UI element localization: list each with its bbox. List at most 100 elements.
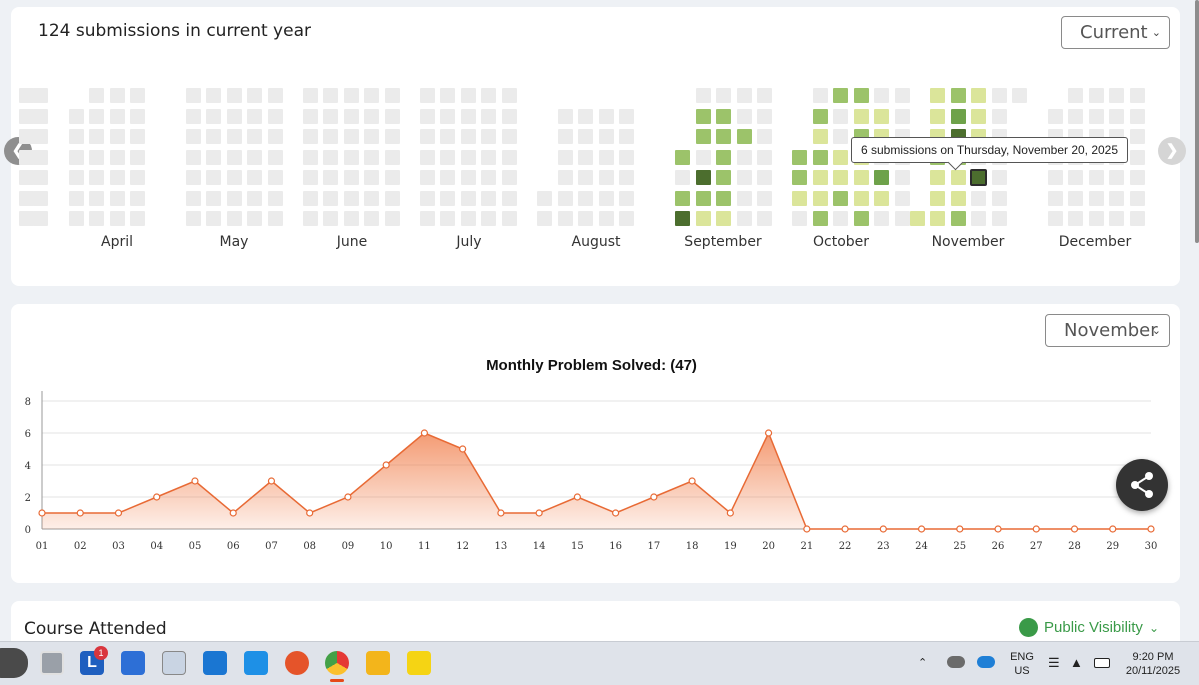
heatmap-cell[interactable]	[33, 190, 48, 206]
heatmap-cell[interactable]	[19, 170, 34, 185]
heatmap-cell[interactable]	[385, 149, 400, 165]
heatmap-cell[interactable]	[1089, 108, 1104, 124]
heatmap-cell[interactable]	[874, 170, 889, 185]
heatmap-cell[interactable]	[833, 88, 848, 103]
heatmap-cell[interactable]	[1109, 190, 1124, 206]
heatmap-cell[interactable]	[323, 88, 338, 103]
heatmap-cell[interactable]	[716, 108, 731, 124]
heatmap-cell[interactable]	[481, 88, 496, 103]
heatmap-cell[interactable]	[1068, 190, 1083, 206]
heatmap-cell[interactable]	[206, 211, 221, 226]
chevron-up-icon[interactable]: ⌃	[918, 657, 928, 669]
heatmap-cell[interactable]	[385, 108, 400, 124]
heatmap-cell[interactable]	[247, 129, 262, 144]
heatmap-cell[interactable]	[323, 170, 338, 185]
heatmap-cell[interactable]	[910, 211, 925, 226]
heatmap-cell[interactable]	[737, 108, 752, 124]
heatmap-cell[interactable]	[227, 88, 242, 103]
heatmap-cell[interactable]	[481, 190, 496, 206]
heatmap-cell[interactable]	[206, 108, 221, 124]
heatmap-cell[interactable]	[268, 190, 283, 206]
heatmap-cell[interactable]	[833, 129, 848, 144]
heatmap-cell[interactable]	[268, 108, 283, 124]
snipping-tool-icon[interactable]	[162, 651, 186, 675]
heatmap-cell[interactable]	[227, 108, 242, 124]
heatmap-cell[interactable]	[186, 129, 201, 144]
heatmap-cell[interactable]	[578, 190, 593, 206]
heatmap-cell[interactable]	[1089, 88, 1104, 103]
heatmap-cell[interactable]	[874, 108, 889, 124]
heatmap-cell[interactable]	[420, 108, 435, 124]
heatmap-cell[interactable]	[502, 211, 517, 226]
heatmap-cell[interactable]	[303, 108, 318, 124]
clock[interactable]: 9:20 PM 20/11/2025	[1120, 650, 1186, 678]
heatmap-cell[interactable]	[619, 108, 634, 124]
heatmap-cell[interactable]	[227, 211, 242, 226]
heatmap-cell[interactable]	[268, 211, 283, 226]
heatmap-cell[interactable]	[757, 129, 772, 144]
heatmap-cell[interactable]	[716, 149, 731, 165]
file-explorer-icon[interactable]	[366, 651, 390, 675]
heatmap-cell[interactable]	[757, 170, 772, 185]
heatmap-cell[interactable]	[833, 149, 848, 165]
heatmap-cell[interactable]	[619, 170, 634, 185]
heatmap-cell[interactable]	[19, 149, 34, 165]
heatmap-cell[interactable]	[206, 149, 221, 165]
month-select[interactable]: November ⌄	[1045, 314, 1170, 347]
heatmap-cell[interactable]	[1109, 88, 1124, 103]
heatmap-cell[interactable]	[792, 211, 807, 226]
heatmap-cell[interactable]	[599, 170, 614, 185]
heatmap-cell[interactable]	[1130, 149, 1145, 165]
heatmap-cell[interactable]	[757, 149, 772, 165]
heatmap-cell[interactable]	[813, 170, 828, 185]
heatmap-cell[interactable]	[89, 88, 104, 103]
heatmap-cell[interactable]	[19, 108, 34, 124]
heatmap-cell[interactable]	[792, 149, 807, 165]
wifi-icon[interactable]: ☰	[1048, 655, 1060, 670]
chevron-right-icon[interactable]: ❯	[1158, 137, 1186, 165]
heatmap-cell[interactable]	[186, 170, 201, 185]
heatmap-cell[interactable]	[992, 108, 1007, 124]
heatmap-cell[interactable]	[461, 190, 476, 206]
heatmap-cell[interactable]	[481, 170, 496, 185]
heatmap-cell[interactable]	[33, 129, 48, 144]
heatmap-cell[interactable]	[930, 211, 945, 226]
heatmap-cell[interactable]	[89, 211, 104, 226]
heatmap-cell[interactable]	[502, 149, 517, 165]
heatmap-cell[interactable]	[1130, 190, 1145, 206]
heatmap-cell[interactable]	[558, 211, 573, 226]
heatmap-cell[interactable]	[440, 149, 455, 165]
language-indicator[interactable]: ENG US	[1008, 650, 1036, 678]
heatmap-cell[interactable]	[502, 88, 517, 103]
heatmap-cell[interactable]	[461, 108, 476, 124]
heatmap-cell[interactable]	[813, 88, 828, 103]
heatmap-cell[interactable]	[737, 88, 752, 103]
heatmap-cell[interactable]	[461, 170, 476, 185]
volume-icon[interactable]: ▲	[1070, 655, 1083, 670]
heatmap-cell[interactable]	[385, 190, 400, 206]
heatmap-cell[interactable]	[675, 170, 690, 185]
heatmap-cell[interactable]	[268, 129, 283, 144]
heatmap-cell[interactable]	[578, 149, 593, 165]
heatmap-cell[interactable]	[303, 211, 318, 226]
heatmap-cell[interactable]	[303, 129, 318, 144]
heatmap-cell[interactable]	[971, 88, 986, 103]
heatmap-cell[interactable]	[130, 108, 145, 124]
heatmap-cell[interactable]	[227, 190, 242, 206]
heatmap-cell[interactable]	[110, 170, 125, 185]
task-view-icon[interactable]	[40, 651, 64, 675]
heatmap-cell[interactable]	[537, 211, 552, 226]
heatmap-cell[interactable]	[992, 88, 1007, 103]
heatmap-cell[interactable]	[792, 170, 807, 185]
heatmap-cell[interactable]	[206, 129, 221, 144]
heatmap-cell[interactable]	[951, 108, 966, 124]
heatmap-cell[interactable]	[206, 190, 221, 206]
heatmap-cell[interactable]	[461, 149, 476, 165]
heatmap-cell[interactable]	[854, 108, 869, 124]
heatmap-cell[interactable]	[385, 129, 400, 144]
heatmap-cell[interactable]	[757, 88, 772, 103]
heatmap-cell[interactable]	[206, 88, 221, 103]
heatmap-cell[interactable]	[130, 170, 145, 185]
heatmap-cell[interactable]	[33, 149, 48, 165]
heatmap-cell[interactable]	[364, 88, 379, 103]
